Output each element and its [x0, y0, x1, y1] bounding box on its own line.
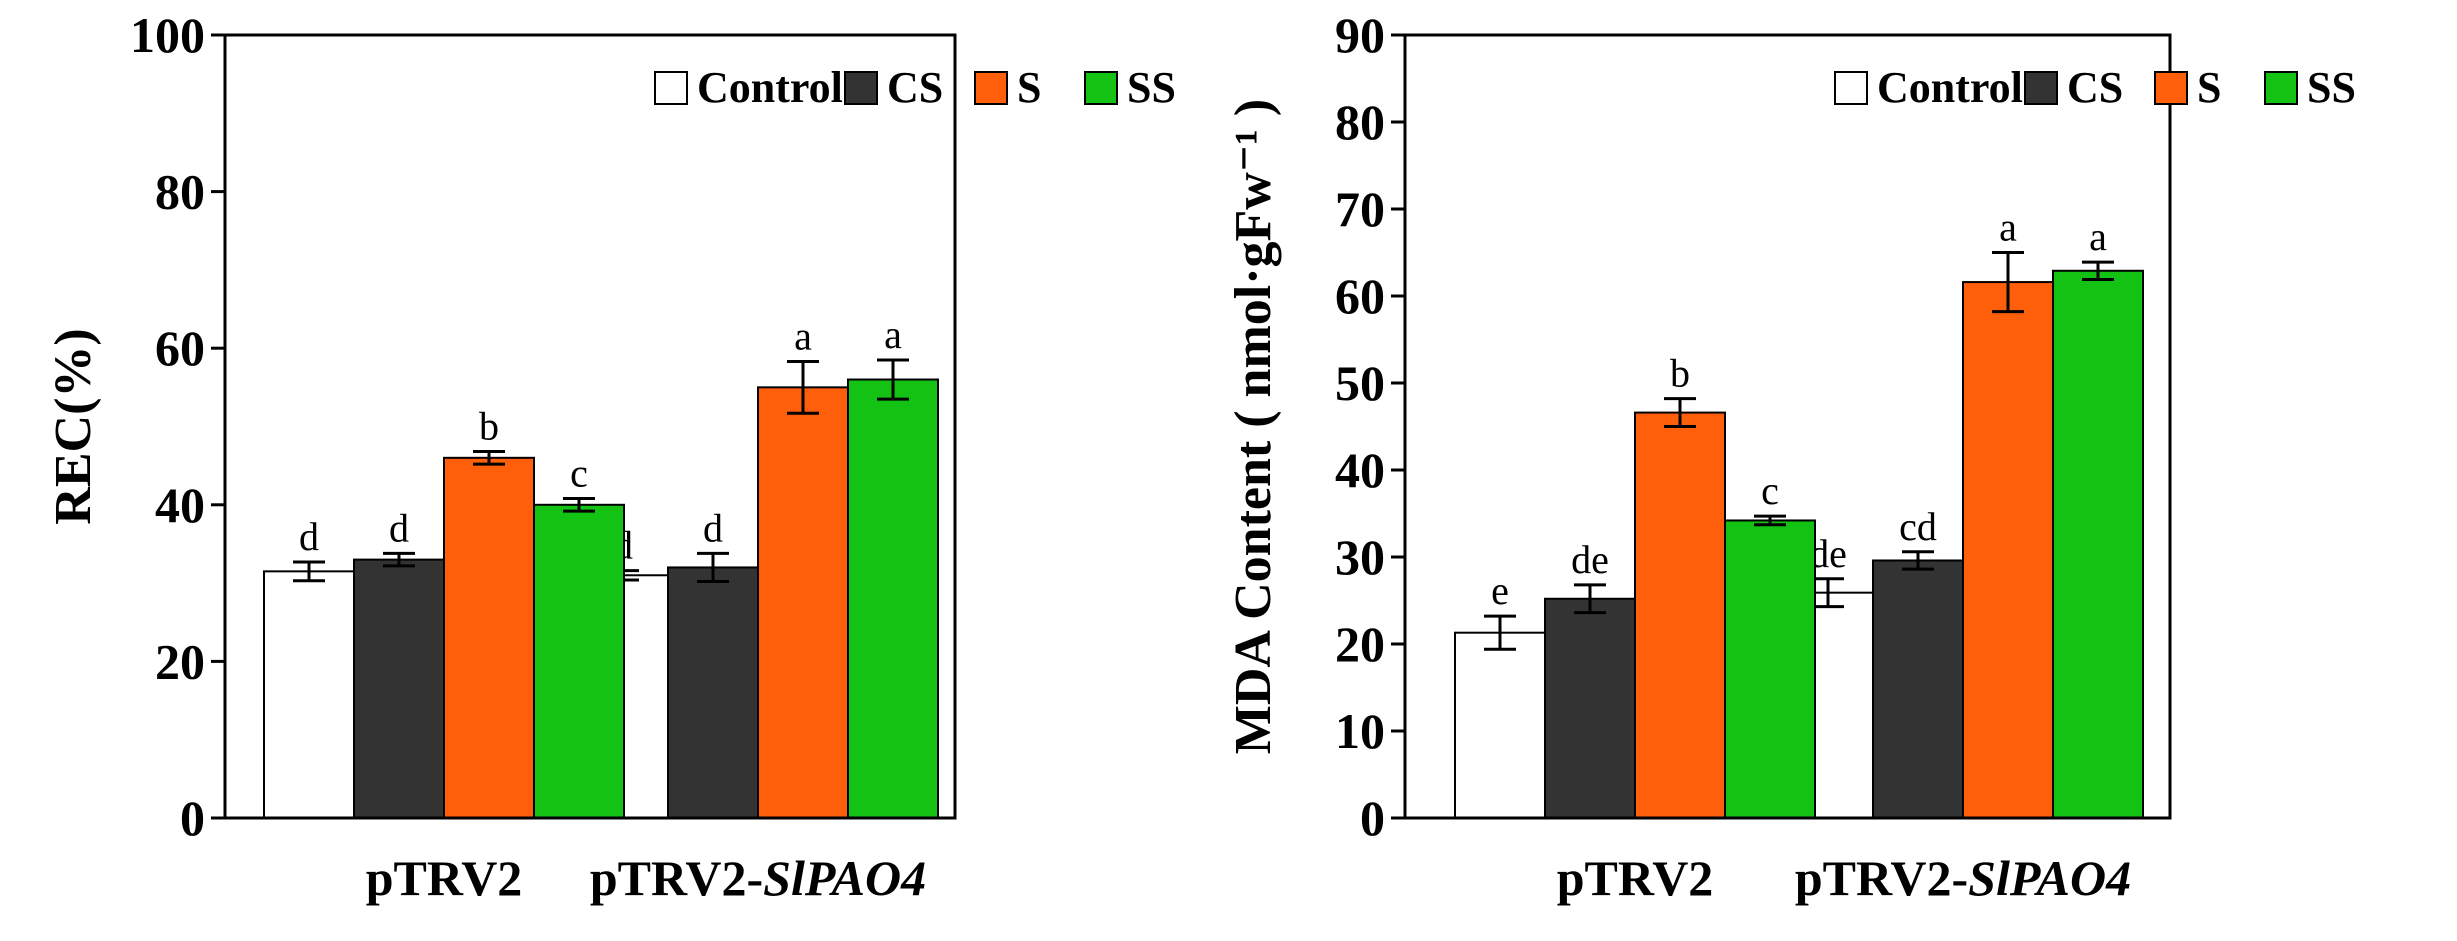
x-category-label: pTRV2-SlPAO4 [590, 850, 926, 906]
bar-control-1 [263, 570, 355, 819]
y-axis-label: MDA Content ( nmol·gFw⁻¹ ) [1225, 99, 1282, 754]
bar-ss-1 [533, 503, 625, 819]
legend-label-s: S [1017, 63, 1041, 112]
significance-letter: a [1999, 205, 2017, 250]
y-tick-label: 20 [155, 633, 205, 689]
y-tick-label: 0 [1360, 790, 1385, 846]
significance-letter: b [479, 404, 499, 449]
significance-letter: b [1670, 351, 1690, 396]
legend-label-cs: CS [887, 63, 943, 112]
bar-cs-1 [1544, 597, 1636, 820]
significance-letter: d [389, 505, 409, 550]
y-tick-label: 90 [1335, 7, 1385, 63]
y-tick-label: 60 [1335, 268, 1385, 324]
chart-panel-1: ddddbaca020406080100pTRV2pTRV2-SlPAO4REC… [45, 7, 1176, 906]
significance-letter: c [1761, 468, 1779, 513]
y-tick-label: 10 [1335, 703, 1385, 759]
y-tick-label: 20 [1335, 616, 1385, 672]
significance-letter: a [794, 314, 812, 359]
y-tick-label: 40 [155, 477, 205, 533]
legend-label-cs: CS [2067, 63, 2123, 112]
bar-s-1 [1634, 411, 1726, 819]
bar-ss-2 [2052, 269, 2144, 819]
bar-cs-1 [353, 558, 445, 819]
y-tick-label: 50 [1335, 355, 1385, 411]
plot-frame [223, 33, 957, 820]
y-axis-label: REC(%) [45, 328, 102, 524]
y-tick-label: 80 [155, 164, 205, 220]
legend-swatch-control [654, 71, 688, 105]
legend-swatch-ss [2264, 71, 2298, 105]
legend-label-ss: SS [1127, 63, 1176, 112]
bar-s-2 [1962, 281, 2054, 819]
y-tick-label: 40 [1335, 442, 1385, 498]
significance-letter: a [2089, 214, 2107, 259]
legend-swatch-s [2154, 71, 2188, 105]
legend-swatch-s [974, 71, 1008, 105]
bar-ss-1 [1724, 519, 1816, 820]
legend-label-ss: SS [2307, 63, 2356, 112]
legend-swatch-control [1834, 71, 1868, 105]
legend-label-s: S [2197, 63, 2221, 112]
significance-letter: d [703, 505, 723, 550]
significance-letter: a [884, 312, 902, 357]
legend-label-control: Control [1877, 63, 2023, 112]
significance-letter: de [1571, 537, 1609, 582]
legend-label-control: Control [697, 63, 843, 112]
significance-letter: e [1491, 568, 1509, 613]
y-tick-label: 100 [130, 7, 205, 63]
bar-cs-2 [1872, 559, 1964, 819]
legend-swatch-cs [844, 71, 878, 105]
legend-swatch-ss [1084, 71, 1118, 105]
bar-ss-2 [847, 378, 939, 819]
bar-s-2 [757, 386, 849, 819]
plot-frame [1403, 33, 2172, 820]
legend-swatch-cs [2024, 71, 2058, 105]
bar-s-1 [443, 456, 535, 819]
x-category-label: pTRV2 [366, 850, 523, 906]
y-tick-label: 30 [1335, 529, 1385, 585]
significance-letter: c [570, 451, 588, 496]
significance-letter: cd [1899, 504, 1937, 549]
x-category-label: pTRV2-SlPAO4 [1795, 850, 2131, 906]
y-tick-label: 70 [1335, 181, 1385, 237]
y-tick-label: 0 [180, 790, 205, 846]
bar-cs-2 [667, 566, 759, 819]
y-tick-label: 80 [1335, 94, 1385, 150]
x-category-label: pTRV2 [1557, 850, 1714, 906]
significance-letter: d [299, 514, 319, 559]
bar-control-1 [1454, 631, 1546, 819]
y-tick-label: 60 [155, 320, 205, 376]
